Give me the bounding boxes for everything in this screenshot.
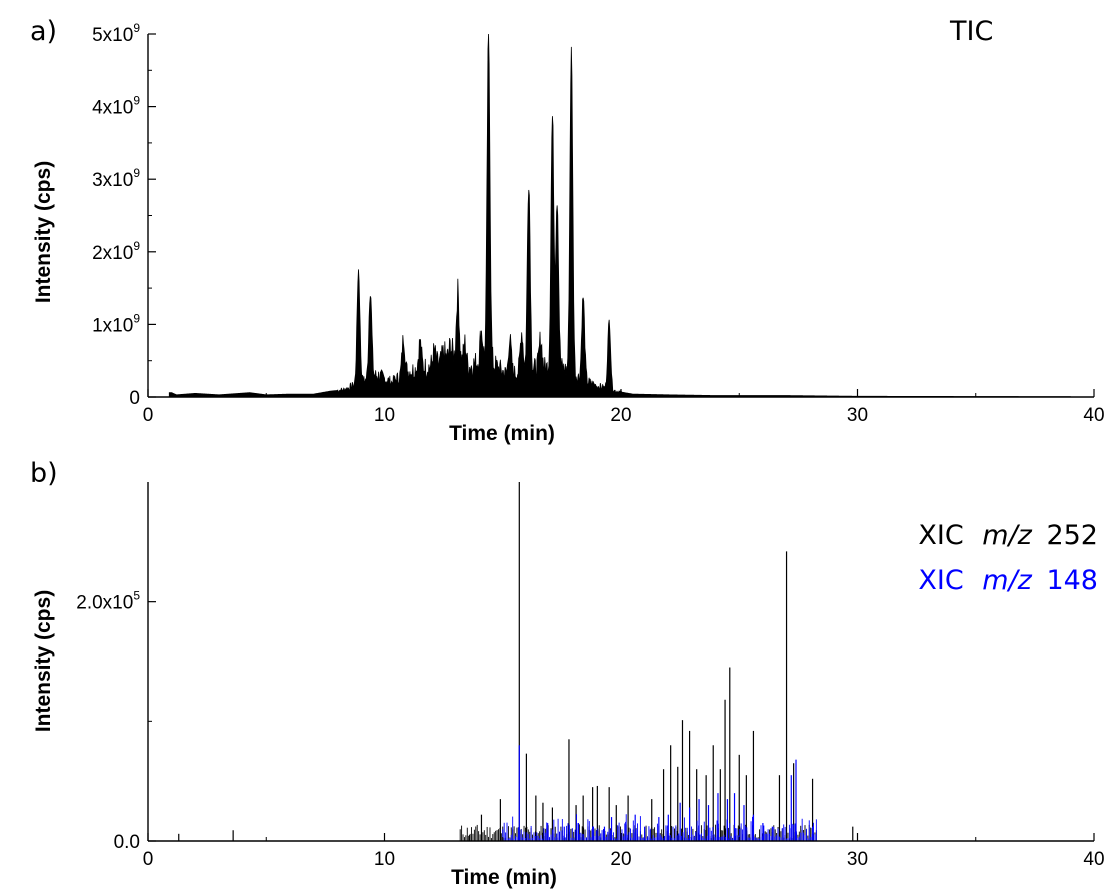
panel-a-y-tick-label: 5x109 [92, 21, 140, 46]
panel-b: b) Intensity (cps) Time (min) XIC m/z 25… [30, 458, 1105, 889]
panel-a-x-tick-label: 10 [374, 405, 395, 426]
panel-a-annotation: TIC [949, 16, 993, 47]
panel-b-axes: 0 10 20 30 40 0.0 2.0x105 [76, 482, 1105, 870]
panel-b-x-axis-title: Time (min) [451, 866, 557, 889]
legend-xic-252-mz: m/z [982, 520, 1032, 551]
panel-a-y-tick-label: 2x109 [92, 239, 140, 264]
panel-a-y-tick-label: 1x109 [92, 311, 140, 336]
panel-a-x-axis-title: Time (min) [449, 422, 555, 445]
tic-trace [168, 33, 1071, 398]
legend-xic-252: XIC m/z 252 [918, 520, 1098, 551]
panel-b-x-tick-label: 30 [847, 849, 868, 870]
panel-a: a) TIC Intensity (cps) Time (min) 0 10 20 3… [30, 16, 1105, 445]
panel-a-x-tick-label: 40 [1083, 405, 1104, 426]
panel-a-x-tick-label: 20 [610, 405, 631, 426]
panel-a-marks [168, 33, 1071, 398]
legend-xic-148-prefix: XIC [918, 565, 963, 596]
panel-a-label: a) [30, 16, 57, 47]
panel-b-x-tick-label: 40 [1083, 849, 1104, 870]
panel-b-marks [178, 482, 854, 841]
legend-xic-252-value: 252 [1046, 520, 1098, 551]
panel-b-y-axis-title: Intensity (cps) [32, 590, 55, 732]
panel-a-y-tick-label: 3x109 [92, 166, 140, 191]
legend-xic-252-prefix: XIC [918, 520, 963, 551]
panel-a-y-tick-label: 4x109 [92, 94, 140, 119]
panel-b-label: b) [30, 458, 58, 489]
panel-a-x-tick-label: 30 [847, 405, 868, 426]
panel-b-x-tick-label: 0 [143, 849, 154, 870]
panel-a-y-axis-title: Intensity (cps) [32, 161, 55, 303]
panel-b-x-tick-label: 10 [374, 849, 395, 870]
panel-a-x-tick-label: 0 [143, 405, 154, 426]
legend-xic-148-mz: m/z [982, 565, 1032, 596]
panel-b-y-tick-label: 0.0 [114, 832, 140, 853]
legend-xic-148-value: 148 [1046, 565, 1098, 596]
panel-a-axes: 0 10 20 30 40 0 1x109 2x109 3x109 4x109 5x109 [92, 21, 1104, 426]
panel-b-y-tick-label: 2.0x105 [76, 589, 140, 614]
panel-b-x-tick-label: 20 [610, 849, 631, 870]
legend-xic-148: XIC m/z 148 [918, 565, 1098, 596]
panel-a-y-tick-label: 0 [129, 388, 140, 409]
